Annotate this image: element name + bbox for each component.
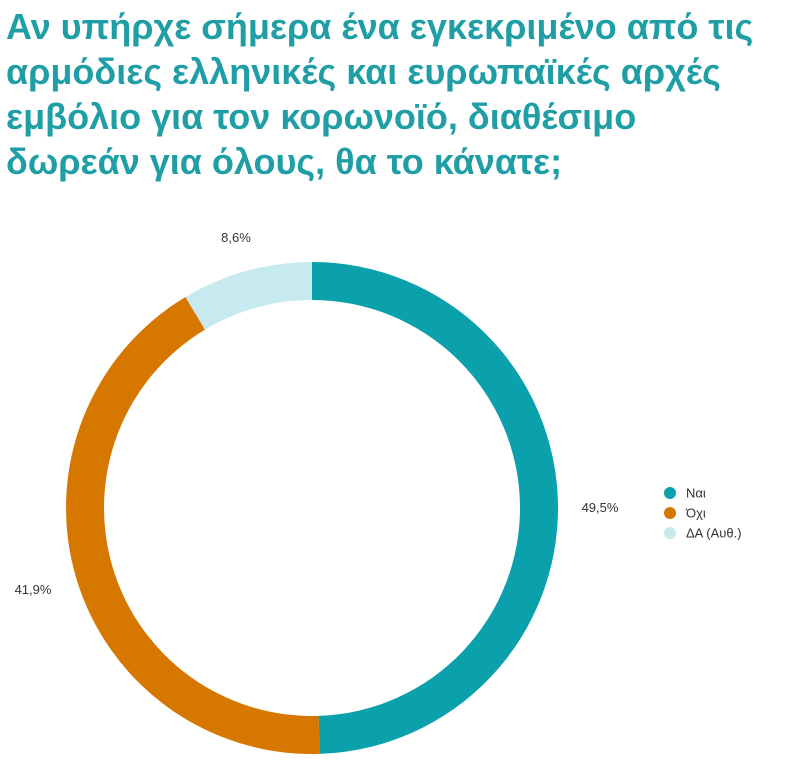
chart-title: Αν υπήρχε σήμερα ένα εγκεκριμένο από τις…: [6, 6, 754, 182]
legend-marker-2: [664, 507, 676, 519]
percent-label-3: 8,6%: [221, 230, 251, 245]
slice-1: [312, 262, 558, 754]
slice-2: [66, 297, 320, 754]
legend-label-3: ΔΑ (Αυθ.): [686, 526, 742, 541]
percent-labels: 49,5% 41,9% 8,6%: [15, 230, 619, 597]
slice-3: [185, 262, 312, 330]
legend-label-1: Ναι: [686, 486, 706, 501]
legend-label-2: Όχι: [685, 506, 706, 521]
legend-marker-1: [664, 487, 676, 499]
legend: Ναι Όχι ΔΑ (Αυθ.): [664, 486, 742, 541]
percent-label-2: 41,9%: [15, 582, 52, 597]
percent-label-1: 49,5%: [582, 500, 619, 515]
legend-marker-3: [664, 527, 676, 539]
donut-slices: [66, 262, 558, 754]
